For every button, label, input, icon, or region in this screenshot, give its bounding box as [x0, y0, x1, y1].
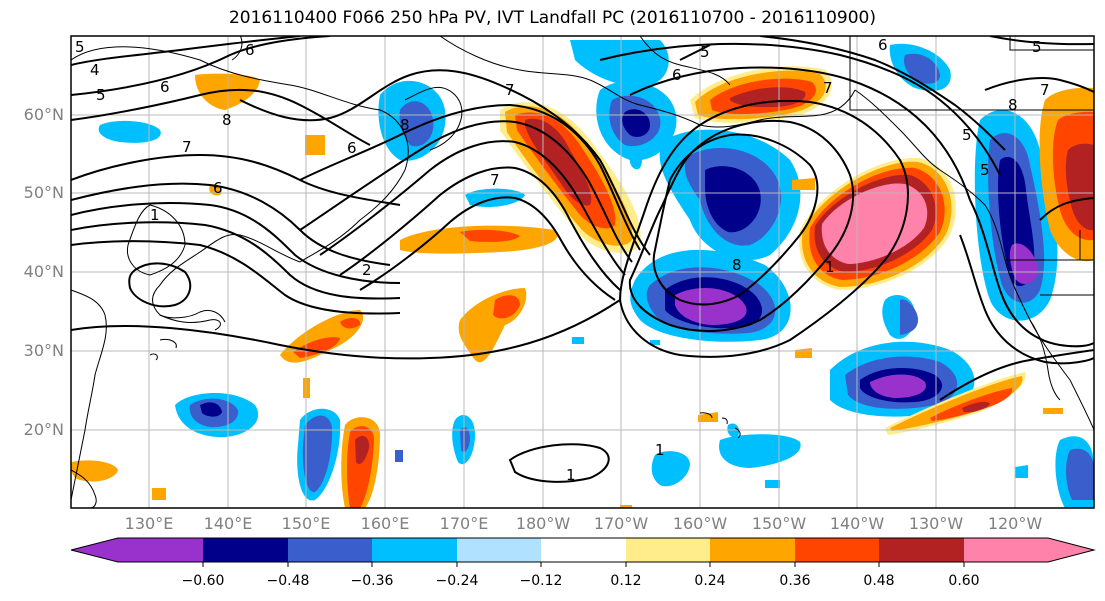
contour-label: 7 — [182, 138, 192, 156]
colorbar-tick-label: 0.12 — [610, 573, 642, 589]
map-title: 2016110400 F066 250 hPa PV, IVT Landfall… — [228, 8, 876, 28]
contour-label: 5 — [75, 38, 85, 56]
contour-label: 1 — [150, 206, 160, 224]
colorbar-tick-label: −0.36 — [350, 573, 394, 589]
contour-label: 6 — [160, 78, 170, 96]
contour-label: 8 — [732, 256, 742, 274]
colorbar-segment — [457, 538, 541, 562]
contour-label: 1 — [566, 466, 576, 484]
contour-label: 5 — [962, 126, 972, 144]
contour-label: 5 — [96, 86, 106, 104]
longitude-label: 130°E — [124, 514, 174, 533]
colorbar-segment — [288, 538, 372, 562]
latitude-label: 60°N — [23, 105, 64, 124]
contour-label: 5 — [1032, 38, 1042, 56]
contour-label: 8 — [400, 116, 410, 134]
map-area: 5 6 4 5 6 7 8 7 6 8 6 1 7 2 8 6 5 6 5 8 … — [71, 36, 1094, 508]
contour-label: 6 — [245, 41, 255, 59]
contour-label: 6 — [213, 179, 223, 197]
map-border — [70, 35, 1095, 509]
longitude-label: 150°W — [751, 514, 807, 533]
colorbar-min-extend — [71, 538, 118, 562]
longitude-label: 170°E — [439, 514, 489, 533]
colorbar-segment — [372, 538, 457, 562]
contour-label: 2 — [362, 261, 372, 279]
longitude-label: 150°E — [281, 514, 331, 533]
colorbar-tick-label: −0.60 — [181, 573, 225, 589]
contour-label: 6 — [878, 36, 888, 54]
longitude-label: 170°W — [593, 514, 649, 533]
latitude-label: 40°N — [23, 262, 64, 281]
colorbar-tick-label: −0.24 — [435, 573, 479, 589]
contour-label: 7 — [1040, 81, 1050, 99]
colorbar-segment — [795, 538, 879, 562]
longitude-label: 140°E — [203, 514, 253, 533]
longitude-label: 140°W — [829, 514, 885, 533]
contour-label: 4 — [90, 61, 100, 79]
positive-pv-shading — [71, 66, 1094, 508]
colorbar-max-extend — [1048, 538, 1094, 562]
longitude-label: 130°W — [908, 514, 964, 533]
colorbar-tick-label: −0.48 — [266, 573, 310, 589]
colorbar-outline — [70, 537, 1096, 563]
longitude-label: 160°W — [672, 514, 728, 533]
colorbar-segment — [879, 538, 964, 562]
contour-label: 7 — [823, 79, 833, 97]
contour-label: 7 — [505, 81, 515, 99]
latitude-label: 50°N — [23, 183, 64, 202]
longitude-label: 180°W — [515, 514, 571, 533]
contour-label: 6 — [347, 139, 357, 157]
colorbar-tick-label: 0.36 — [779, 573, 811, 589]
latitude-label: 30°N — [23, 341, 64, 360]
colorbar-segment — [626, 538, 710, 562]
colorbar-segment — [203, 538, 288, 562]
colorbar-segment — [118, 538, 203, 562]
contour-label: 1 — [655, 441, 665, 459]
contour-label: 8 — [1008, 96, 1018, 114]
contour-label: 5 — [980, 161, 990, 179]
contour-label: 6 — [672, 66, 682, 84]
colorbar-segment — [710, 538, 795, 562]
contour-label: 5 — [700, 43, 710, 61]
colorbar — [70, 537, 1096, 567]
colorbar-segment — [541, 538, 626, 562]
pv-contours — [71, 36, 1094, 483]
longitude-label: 120°W — [987, 514, 1043, 533]
colorbar-tick-label: 0.48 — [863, 573, 895, 589]
colorbar-segment — [964, 538, 1048, 562]
colorbar-tick-label: 0.24 — [694, 573, 726, 589]
longitude-label: 160°E — [360, 514, 410, 533]
coastlines — [71, 36, 1094, 508]
contour-label: 1 — [825, 258, 835, 276]
contour-labels: 5 6 4 5 6 7 8 7 6 8 6 1 7 2 8 6 5 6 5 8 … — [75, 36, 1050, 484]
colorbar-tick-label: 0.60 — [948, 573, 980, 589]
latitude-label: 20°N — [23, 420, 64, 439]
contour-label: 8 — [222, 111, 232, 129]
colorbar-tick-label: −0.12 — [519, 573, 563, 589]
contour-label: 7 — [490, 171, 500, 189]
